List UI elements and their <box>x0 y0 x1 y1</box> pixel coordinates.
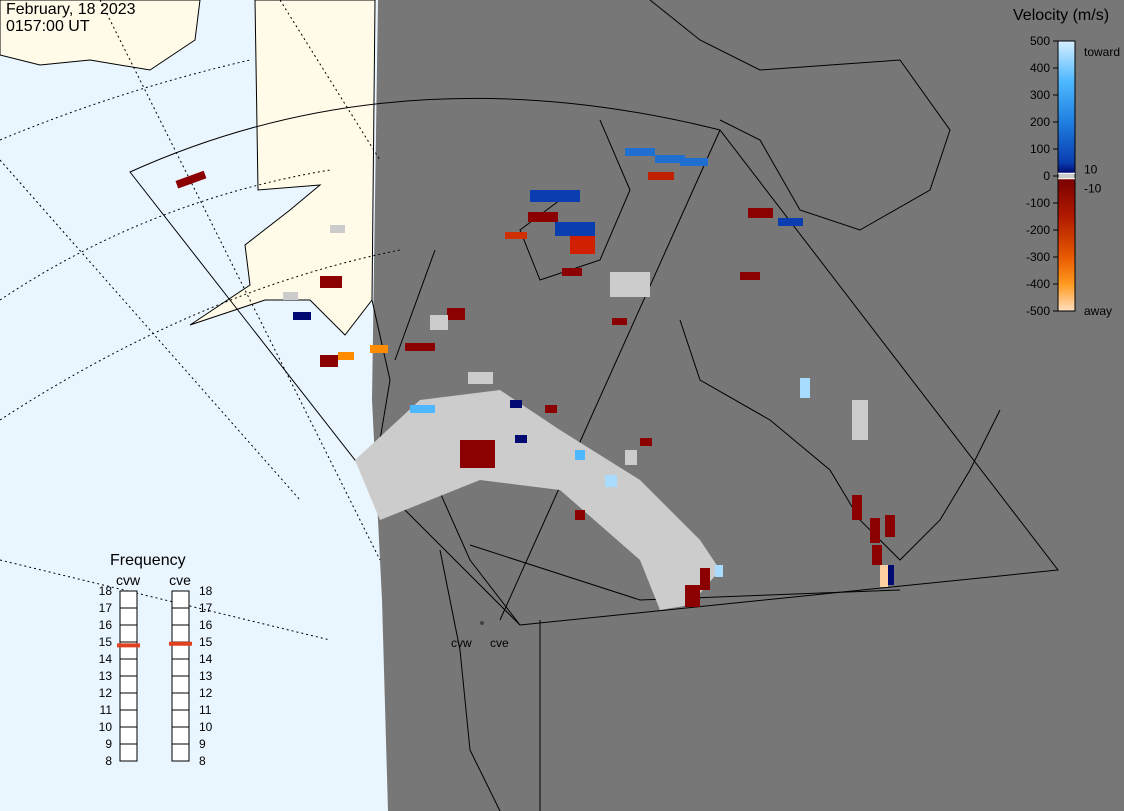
colorbar-tick-label: -500 <box>1026 304 1050 318</box>
radar-name: cve <box>169 572 191 588</box>
border <box>469 544 901 601</box>
fov-line <box>499 129 721 621</box>
frequency-tick-label: 15 <box>99 635 113 649</box>
time: 0157:00 UT <box>6 18 90 35</box>
frequency-tick-label: 14 <box>199 652 213 666</box>
radar-site <box>480 621 484 625</box>
night-region <box>372 0 1124 811</box>
colorbar-tick-label: 400 <box>1030 61 1050 75</box>
frequency-tick-label: 16 <box>99 618 113 632</box>
radar-name: cvw <box>116 572 141 588</box>
frequency-tick-label: 12 <box>199 686 213 700</box>
colorbar-label: toward <box>1084 45 1120 59</box>
frequency-tick-label: 10 <box>99 720 113 734</box>
velocity-title: Velocity (m/s) <box>1013 7 1109 24</box>
fov-line <box>394 249 436 361</box>
frequency-tick-label: 9 <box>199 737 206 751</box>
frequency-tick-label: 8 <box>105 754 112 768</box>
colorbar-tick-label: -100 <box>1026 196 1050 210</box>
frequency-tick-label: 16 <box>199 618 213 632</box>
coastline <box>649 0 951 231</box>
frequency-tick-label: 18 <box>99 584 113 598</box>
frequency-tick-label: 14 <box>99 652 113 666</box>
velocity-cells <box>175 148 895 607</box>
colorbar-tick-label: -10 <box>1084 182 1102 196</box>
date: February, 18 2023 <box>6 1 136 18</box>
land <box>0 0 201 71</box>
frequency-tick-label: 13 <box>199 669 213 683</box>
site-label: cvw <box>451 636 472 650</box>
frequency-tick-label: 18 <box>199 584 213 598</box>
frequency-title: Frequency <box>110 552 186 569</box>
colorbar-tick-label: -200 <box>1026 223 1050 237</box>
frequency-tick-label: 8 <box>199 754 206 768</box>
colorbar-tick-label: 100 <box>1030 142 1050 156</box>
frequency-tick-label: 9 <box>105 737 112 751</box>
colorbar-tick-label: 10 <box>1084 162 1098 176</box>
frequency-tick-label: 15 <box>199 635 213 649</box>
colorbar-tick-label: 300 <box>1030 88 1050 102</box>
coastline <box>439 549 501 811</box>
colorbar-tick-label: 200 <box>1030 115 1050 129</box>
colorbar <box>1057 40 1076 312</box>
frequency-tick-label: 11 <box>100 703 113 717</box>
colorbar-tick-label: -400 <box>1026 277 1050 291</box>
colorbar-tick-label: -300 <box>1026 250 1050 264</box>
colorbar-tick-label: 500 <box>1030 34 1050 48</box>
colorbar-tick-label: 0 <box>1043 169 1050 183</box>
site-label: cve <box>490 636 509 650</box>
frequency-tick-label: 17 <box>199 601 213 615</box>
frequency-tick-label: 10 <box>199 720 213 734</box>
scatter-region <box>355 390 720 610</box>
frequency-panel: cvw18171615141312111098cve18171615141312… <box>99 572 213 768</box>
frequency-tick-label: 13 <box>99 669 113 683</box>
grid-lines <box>0 0 401 641</box>
frequency-tick-label: 17 <box>99 601 113 615</box>
frequency-tick-label: 12 <box>99 686 113 700</box>
frequency-tick-label: 11 <box>199 703 212 717</box>
colorbar-label: away <box>1084 304 1112 318</box>
fov-outline <box>129 97 1059 626</box>
